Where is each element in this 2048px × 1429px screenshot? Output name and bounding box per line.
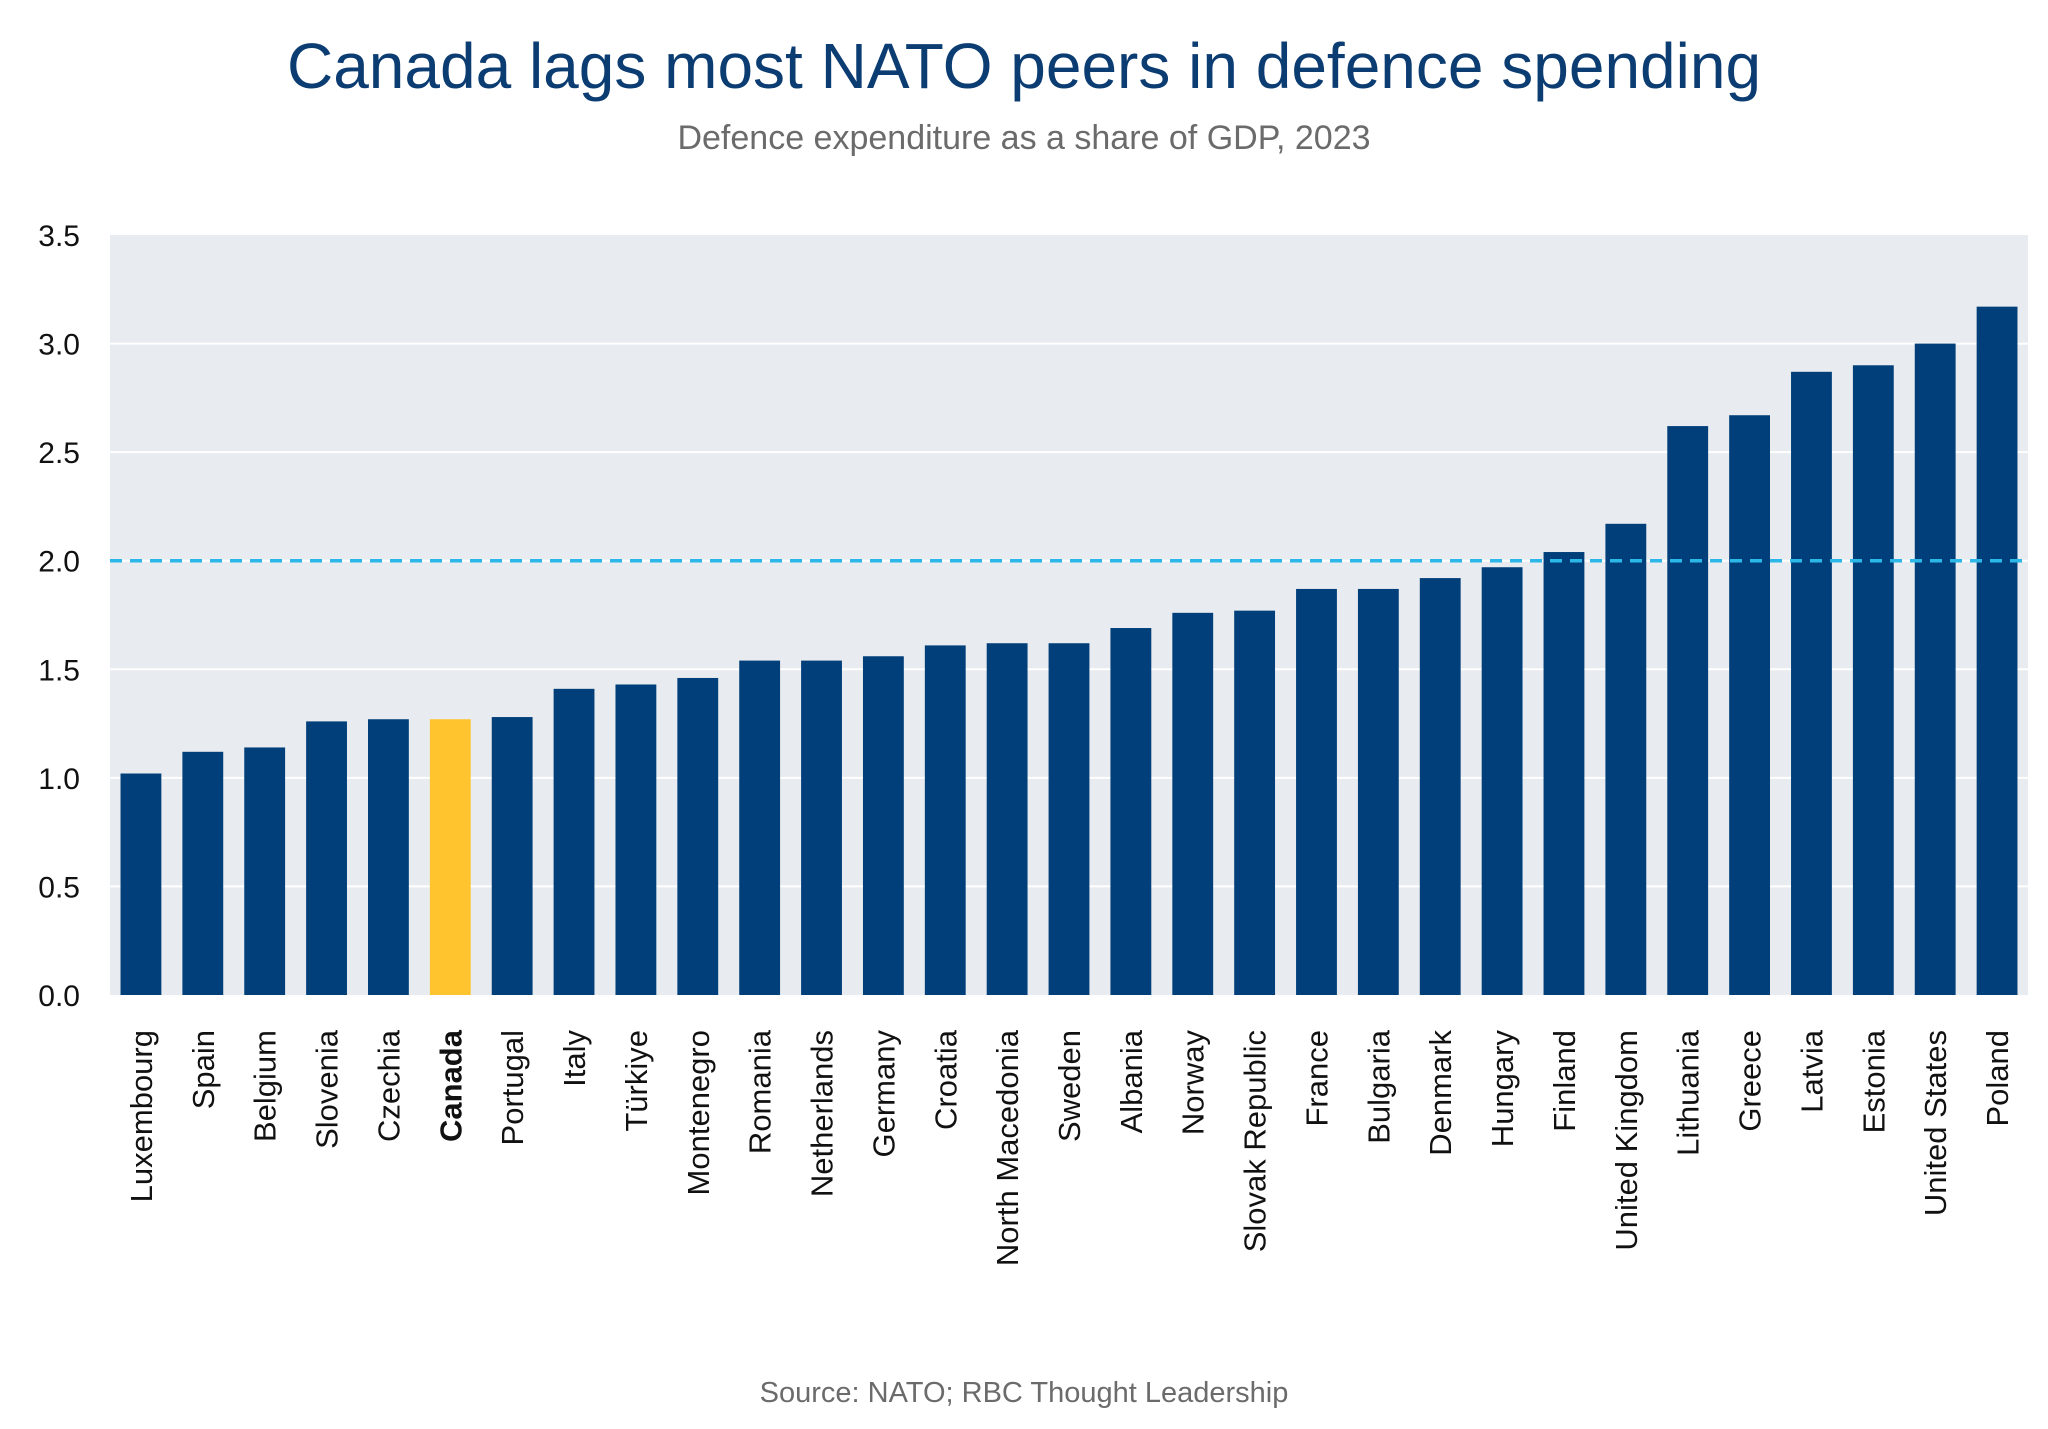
x-tick-label: Germany	[866, 1030, 901, 1158]
bar-greece	[1729, 415, 1770, 995]
bar-albania	[1110, 628, 1152, 995]
x-tick-label: Albania	[1114, 1029, 1149, 1133]
bar-france	[1296, 588, 1337, 995]
x-tick-label: Lithuania	[1671, 1029, 1706, 1156]
bar-portugal	[491, 717, 533, 995]
bar-north-macedonia	[986, 643, 1028, 995]
x-tick-label: Spain	[186, 1030, 221, 1109]
x-tick-label: Sweden	[1052, 1030, 1087, 1142]
x-tick-label: Bulgaria	[1361, 1029, 1396, 1143]
bars	[120, 306, 2018, 996]
bar-t-rkiye	[615, 684, 657, 995]
x-tick-label: Italy	[557, 1030, 592, 1087]
x-tick-label: Luxembourg	[124, 1030, 159, 1202]
bar-belgium	[244, 747, 286, 995]
bar-spain	[182, 751, 224, 995]
bar-finland	[1543, 552, 1585, 995]
gridlines	[110, 342, 2028, 888]
x-tick-label: North Macedonia	[990, 1029, 1025, 1266]
x-tick-label: Czechia	[371, 1029, 406, 1142]
bar-slovak-republic	[1234, 610, 1276, 995]
x-tick-label: Montenegro	[681, 1030, 716, 1195]
x-tick-label: Finland	[1547, 1030, 1582, 1132]
y-tick-label: 0.5	[38, 871, 80, 904]
bar-denmark	[1419, 578, 1461, 995]
x-tick-label: Portugal	[495, 1030, 530, 1145]
x-tick-label: Canada	[433, 1029, 468, 1142]
y-axis-ticks: 0.0 0.5 1.0 1.5 2.0 2.5 3.0 3.5	[38, 220, 80, 1013]
bar-canada	[429, 719, 471, 995]
y-tick-label: 0.0	[38, 980, 80, 1013]
bar-sweden	[1048, 643, 1090, 995]
bar-hungary	[1481, 567, 1523, 995]
bar-germany	[862, 656, 904, 995]
x-tick-label: Romania	[743, 1029, 778, 1154]
bar-slovenia	[306, 721, 347, 995]
chart-title: Canada lags most NATO peers in defence s…	[286, 30, 1762, 102]
bar-united-kingdom	[1605, 523, 1647, 995]
x-tick-label: Türkiye	[619, 1030, 654, 1132]
bar-united-states	[1914, 343, 1956, 996]
bar-netherlands	[801, 660, 842, 995]
x-tick-label: Croatia	[928, 1029, 963, 1130]
y-tick-label: 3.5	[38, 220, 80, 253]
y-tick-label: 3.0	[38, 329, 80, 362]
bar-czechia	[368, 719, 409, 995]
y-tick-label: 2.5	[38, 437, 80, 470]
bar-estonia	[1852, 365, 1894, 995]
x-axis-labels: Luxembourg Spain Belgium Slovenia Czechia Can…	[124, 1029, 2015, 1266]
chart-subtitle: Defence expenditure as a share of GDP, 2…	[677, 119, 1371, 157]
bar-italy	[553, 688, 595, 995]
x-tick-label: Netherlands	[805, 1030, 840, 1197]
y-tick-label: 2.0	[38, 546, 80, 579]
x-tick-label: Norway	[1176, 1030, 1211, 1136]
y-tick-label: 1.0	[38, 763, 80, 796]
x-tick-label: France	[1299, 1030, 1334, 1126]
x-tick-label: Hungary	[1485, 1030, 1520, 1148]
x-tick-label: Poland	[1980, 1030, 2015, 1127]
x-tick-label: Estonia	[1856, 1029, 1891, 1133]
x-tick-label: Latvia	[1794, 1029, 1829, 1112]
bar-romania	[739, 660, 781, 995]
y-tick-label: 1.5	[38, 654, 80, 687]
x-tick-label: Slovenia	[310, 1029, 345, 1149]
x-tick-label: Belgium	[248, 1030, 283, 1142]
x-tick-label: United States	[1918, 1030, 1953, 1216]
x-tick-label: Greece	[1733, 1030, 1768, 1132]
x-tick-label: Slovak Republic	[1238, 1030, 1273, 1252]
bar-montenegro	[677, 677, 719, 995]
bar-bulgaria	[1357, 588, 1399, 995]
bar-lithuania	[1667, 426, 1709, 996]
x-tick-label: Denmark	[1423, 1030, 1458, 1156]
bar-latvia	[1791, 371, 1832, 995]
bar-luxembourg	[120, 773, 162, 995]
bar-norway	[1172, 612, 1214, 995]
bar-poland	[1976, 306, 2018, 996]
bar-croatia	[924, 645, 966, 995]
source-note: Source: NATO; RBC Thought Leadership	[759, 1377, 1289, 1409]
x-tick-label: United Kingdom	[1609, 1030, 1644, 1251]
